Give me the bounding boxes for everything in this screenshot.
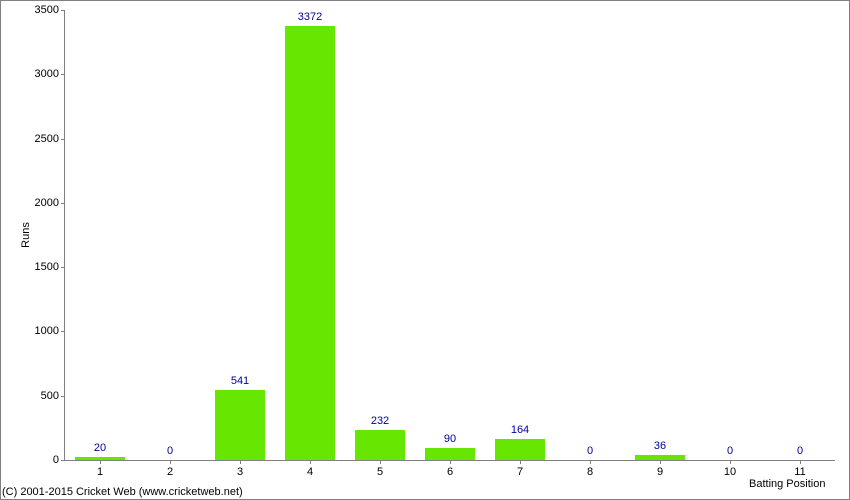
bar-value-label: 36 (654, 440, 666, 452)
x-tick-label: 5 (377, 466, 383, 478)
y-tick-label: 500 (41, 390, 59, 402)
y-axis-label: Runs (20, 222, 32, 248)
y-tick-label: 2000 (35, 197, 59, 209)
copyright-text: (C) 2001-2015 Cricket Web (www.cricketwe… (2, 486, 243, 498)
y-tick-label: 3000 (35, 68, 59, 80)
x-tick-mark (590, 460, 591, 464)
plot-area: 0500100015002000250030003500120203541433… (64, 10, 835, 461)
bar (425, 448, 475, 460)
x-tick-label: 10 (724, 466, 736, 478)
x-tick-label: 7 (517, 466, 523, 478)
bar (215, 390, 265, 460)
y-tick-label: 2500 (35, 133, 59, 145)
y-tick-mark (61, 331, 65, 332)
x-tick-label: 3 (237, 466, 243, 478)
bar-value-label: 0 (587, 445, 593, 457)
y-tick-label: 1500 (35, 261, 59, 273)
bar-value-label: 164 (511, 424, 529, 436)
bar (635, 455, 685, 460)
chart-container: 0500100015002000250030003500120203541433… (0, 0, 850, 500)
bar-value-label: 0 (797, 445, 803, 457)
y-tick-label: 1000 (35, 325, 59, 337)
bar (75, 457, 125, 460)
y-tick-mark (61, 396, 65, 397)
y-tick-mark (61, 203, 65, 204)
y-tick-mark (61, 10, 65, 11)
y-tick-mark (61, 460, 65, 461)
x-tick-label: 8 (587, 466, 593, 478)
x-tick-mark (380, 460, 381, 464)
bar-value-label: 0 (167, 445, 173, 457)
y-tick-mark (61, 74, 65, 75)
y-tick-label: 3500 (35, 4, 59, 16)
y-tick-mark (61, 139, 65, 140)
x-tick-mark (660, 460, 661, 464)
bar-value-label: 541 (231, 375, 249, 387)
x-tick-mark (800, 460, 801, 464)
x-tick-label: 6 (447, 466, 453, 478)
x-axis-label: Batting Position (749, 478, 825, 490)
x-tick-label: 9 (657, 466, 663, 478)
bar (355, 430, 405, 460)
x-tick-label: 2 (167, 466, 173, 478)
bar-value-label: 90 (444, 433, 456, 445)
x-tick-label: 1 (97, 466, 103, 478)
bar (495, 439, 545, 460)
x-tick-mark (310, 460, 311, 464)
bar-value-label: 232 (371, 415, 389, 427)
x-tick-mark (170, 460, 171, 464)
bar (285, 26, 335, 460)
bar-value-label: 0 (727, 445, 733, 457)
x-tick-mark (100, 460, 101, 464)
x-tick-mark (450, 460, 451, 464)
x-tick-mark (730, 460, 731, 464)
x-tick-mark (520, 460, 521, 464)
y-tick-mark (61, 267, 65, 268)
x-tick-label: 11 (794, 466, 805, 478)
y-tick-label: 0 (53, 454, 59, 466)
x-tick-label: 4 (307, 466, 313, 478)
x-tick-mark (240, 460, 241, 464)
bar-value-label: 3372 (298, 11, 322, 23)
bar-value-label: 20 (94, 442, 106, 454)
